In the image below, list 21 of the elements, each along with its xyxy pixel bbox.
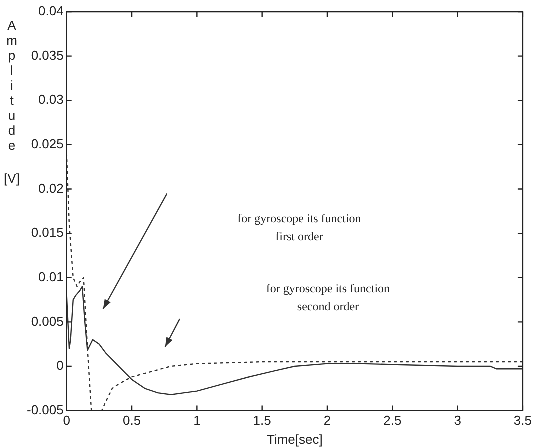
x-tick-label: 3 [454,413,462,428]
annotation: for gyroscope its function second order [266,282,390,314]
y-tick-label: 0.03 [38,92,64,108]
x-tick-label: 0.5 [122,413,142,428]
y-tick-label: 0.025 [31,136,64,152]
x-tick-label: 3.5 [514,413,532,428]
y-tick-label: 0.015 [31,225,64,240]
y-tick-label: 0.02 [38,180,64,196]
annotation: for gyroscope its function first order [238,212,362,244]
x-tick-label: 1.5 [253,413,272,428]
x-tick-label: 1 [194,413,201,428]
x-tick-label: 2 [324,413,332,428]
x-tick-label: 2.5 [384,413,402,428]
y-tick-label: 0.04 [38,4,64,19]
text: Amplitude [V] [4,18,20,186]
y-tick-label: 0 [56,358,64,374]
y-tick-label: -0.005 [26,402,64,418]
y-tick-label: 0.01 [38,269,64,284]
y-tick-label: 0.035 [31,48,64,63]
x-axis-title: Time[sec] [266,432,323,447]
y-tick-label: 0.005 [31,314,64,329]
